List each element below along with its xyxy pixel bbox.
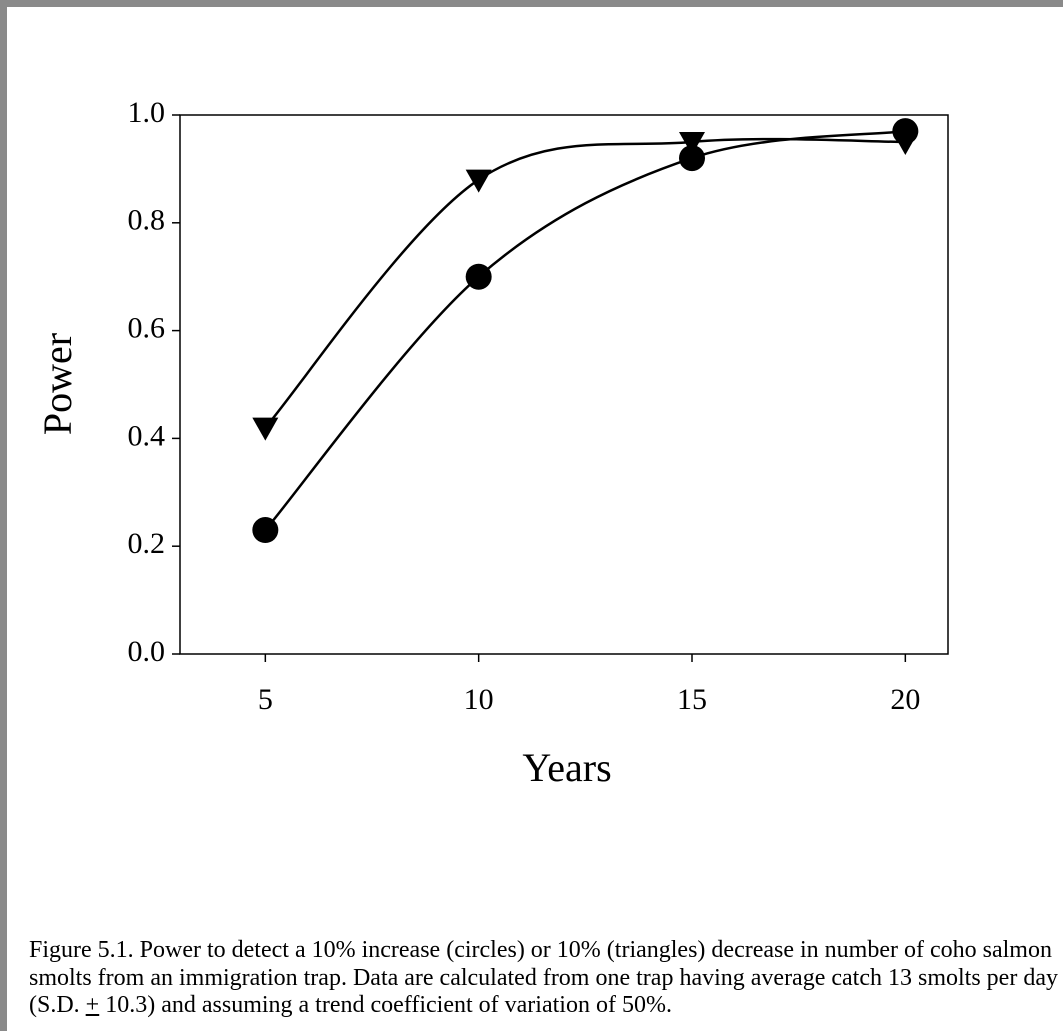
- x-axis-label: Years: [522, 745, 611, 790]
- circle-marker: [252, 517, 279, 544]
- y-tick-label: 0.6: [128, 311, 166, 344]
- series-line: [264, 129, 906, 531]
- plot-frame: [179, 114, 949, 655]
- chart: Years Power 0.0 0.2 0.4 0.6 0.8 1.0 5 10 15 20: [35, 96, 949, 790]
- y-tick-label: 0.0: [128, 635, 166, 668]
- x-tick-label: 15: [677, 683, 707, 716]
- triangle-marker: [892, 131, 919, 155]
- circle-marker: [465, 263, 492, 290]
- caption-text: Figure 5.1. Power to detect a 10% increa…: [29, 937, 1058, 1018]
- triangle-marker: [465, 169, 492, 193]
- circle-marker: [679, 145, 705, 172]
- triangle-marker: [679, 131, 705, 155]
- y-axis-label: Power: [35, 333, 80, 435]
- x-tick-label: 5: [258, 683, 273, 716]
- y-tick-label: 0.8: [128, 204, 166, 237]
- y-tick-label: 1.0: [128, 96, 166, 129]
- caption-symbol: +: [85, 992, 100, 1018]
- y-tick-label: 0.4: [128, 419, 166, 452]
- triangle-marker: [252, 417, 279, 441]
- series-line: [264, 137, 906, 429]
- y-tick-label: 0.2: [128, 527, 166, 560]
- x-tick-label: 20: [890, 683, 920, 716]
- figure-caption: Figure 5.1. Power to detect a 10% increa…: [29, 937, 1063, 1020]
- x-tick-label: 10: [464, 683, 494, 716]
- caption-text: 10.3) and assuming a trend coefficient o…: [99, 992, 672, 1018]
